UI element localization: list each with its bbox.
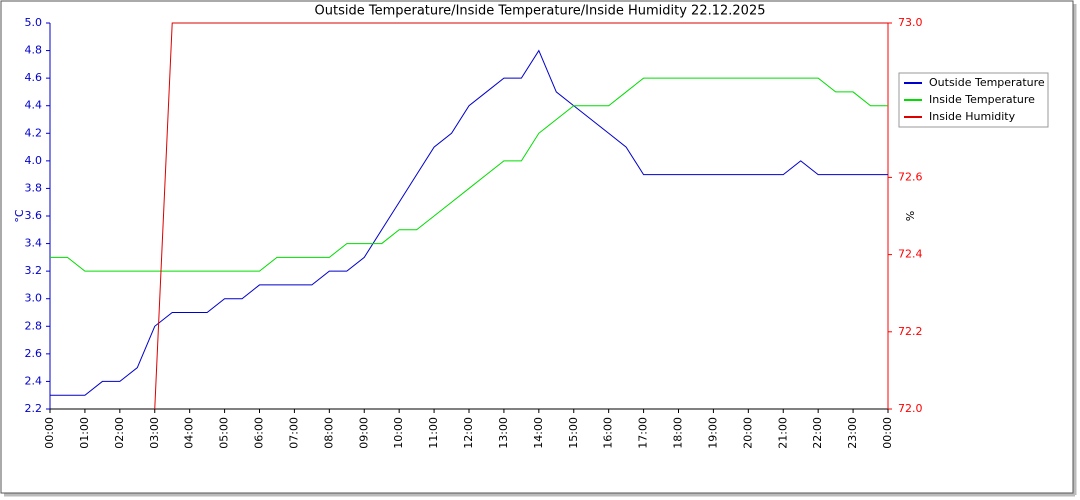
y-tick-label: 4.8 bbox=[25, 44, 43, 57]
x-tick-label: 01:00 bbox=[78, 417, 91, 449]
y-tick-label: 3.8 bbox=[25, 181, 43, 194]
y2-tick-label: 72.4 bbox=[898, 248, 923, 261]
y-tick-label: 4.6 bbox=[25, 71, 43, 84]
y-tick-label: 4.4 bbox=[25, 99, 43, 112]
chart-title: Outside Temperature/Inside Temperature/I… bbox=[315, 4, 766, 19]
legend-box bbox=[898, 72, 1049, 128]
x-tick-label: 17:00 bbox=[637, 417, 650, 449]
x-tick-label: 18:00 bbox=[672, 417, 685, 449]
y-tick-label: 2.4 bbox=[25, 374, 43, 387]
legend-label: Inside Humidity bbox=[929, 110, 1016, 123]
y-tick-label: 3.2 bbox=[25, 264, 43, 277]
y2-axis-label: % bbox=[904, 211, 917, 221]
x-tick-label: 00:00 bbox=[881, 417, 894, 449]
y-axis-label: °C bbox=[13, 209, 26, 223]
x-tick-label: 13:00 bbox=[497, 417, 510, 449]
y-tick-label: 2.8 bbox=[25, 319, 43, 332]
x-tick-label: 02:00 bbox=[113, 417, 126, 449]
x-tick-label: 08:00 bbox=[322, 417, 335, 449]
x-tick-label: 21:00 bbox=[776, 417, 789, 449]
series-line bbox=[50, 49, 888, 396]
x-tick-label: 22:00 bbox=[811, 417, 824, 449]
y2-tick-label: 73.0 bbox=[898, 16, 923, 29]
x-tick-label: 07:00 bbox=[287, 417, 300, 449]
y-tick-label: 2.2 bbox=[25, 402, 43, 415]
x-tick-label: 10:00 bbox=[392, 417, 405, 449]
y-tick-label: 2.6 bbox=[25, 347, 43, 360]
x-tick-label: 20:00 bbox=[741, 417, 754, 449]
series-line bbox=[50, 77, 888, 272]
x-tick-label: 12:00 bbox=[462, 417, 475, 449]
x-tick-label: 04:00 bbox=[183, 417, 196, 449]
y-tick-label: 4.2 bbox=[25, 126, 43, 139]
legend-label: Inside Temperature bbox=[929, 93, 1035, 106]
y-tick-label: 4.0 bbox=[25, 154, 43, 167]
y2-tick-label: 72.6 bbox=[898, 170, 923, 183]
x-tick-label: 06:00 bbox=[253, 417, 266, 449]
legend-label: Outside Temperature bbox=[929, 76, 1045, 89]
x-tick-label: 19:00 bbox=[706, 417, 719, 449]
x-tick-label: 09:00 bbox=[357, 417, 370, 449]
y-tick-label: 3.6 bbox=[25, 209, 43, 222]
y-tick-label: 3.4 bbox=[25, 237, 43, 250]
x-tick-label: 00:00 bbox=[43, 417, 56, 449]
y-tick-label: 5.0 bbox=[25, 16, 43, 29]
series-line bbox=[154, 22, 888, 410]
x-tick-label: 11:00 bbox=[427, 417, 440, 449]
x-tick-label: 15:00 bbox=[567, 417, 580, 449]
x-tick-label: 14:00 bbox=[532, 417, 545, 449]
x-tick-label: 16:00 bbox=[602, 417, 615, 449]
y-tick-label: 3.0 bbox=[25, 292, 43, 305]
x-tick-label: 05:00 bbox=[218, 417, 231, 449]
x-tick-label: 23:00 bbox=[846, 417, 859, 449]
x-tick-label: 03:00 bbox=[148, 417, 161, 449]
y2-tick-label: 72.2 bbox=[898, 325, 923, 338]
y2-tick-label: 72.0 bbox=[898, 402, 923, 415]
